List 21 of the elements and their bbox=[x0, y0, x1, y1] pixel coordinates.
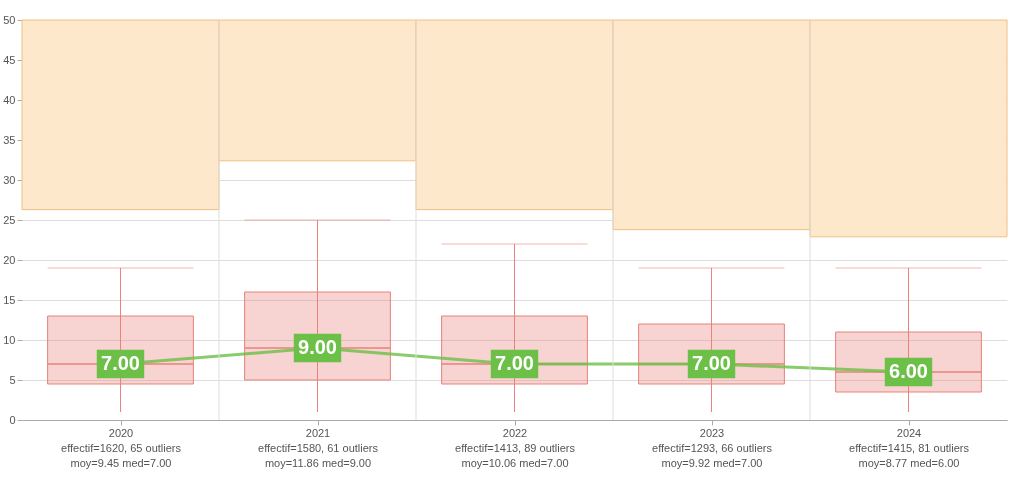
x-tick-label: 2022 effectif=1413, 89 outliers moy=10.06 med=7.00 bbox=[455, 426, 576, 469]
x-tick-label: 2023 effectif=1293, 66 outliers moy=9.92 med=7.00 bbox=[652, 426, 773, 469]
y-tick-label: 10 bbox=[3, 333, 16, 346]
data-label: 6.00 bbox=[889, 360, 928, 382]
data-label: 7.00 bbox=[101, 352, 140, 374]
y-tick-label: 20 bbox=[3, 253, 16, 266]
y-tick-label: 30 bbox=[3, 173, 16, 186]
y-tick-label: 35 bbox=[3, 133, 16, 146]
y-tick-label: 25 bbox=[3, 213, 16, 226]
y-tick-label: 0 bbox=[9, 413, 16, 426]
data-label: 7.00 bbox=[692, 352, 731, 374]
data-label: 7.00 bbox=[495, 352, 534, 374]
x-tick-label: 2021 effectif=1580, 61 outliers moy=11.86 med=9.00 bbox=[258, 426, 379, 469]
data-label: 9.00 bbox=[298, 336, 337, 358]
x-tick-label: 2024 effectif=1415, 81 outliers moy=8.77 med=6.00 bbox=[849, 426, 970, 469]
x-tick-label: 2020 effectif=1620, 65 outliers moy=9.45 med=7.00 bbox=[61, 426, 182, 469]
y-tick-label: 45 bbox=[3, 53, 16, 66]
y-tick-label: 5 bbox=[9, 373, 16, 386]
y-tick-label: 50 bbox=[3, 13, 16, 26]
y-tick-label: 40 bbox=[3, 93, 16, 106]
y-tick-label: 15 bbox=[3, 293, 16, 306]
